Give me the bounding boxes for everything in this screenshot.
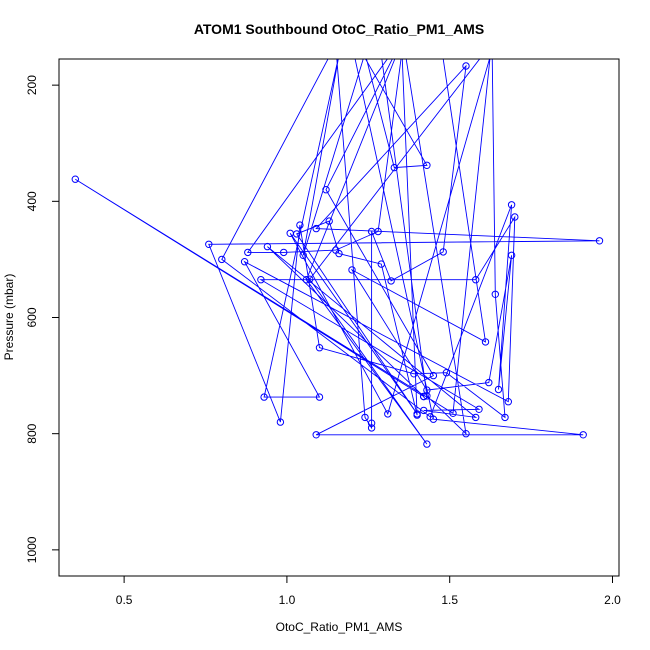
data-point — [377, 260, 385, 268]
y-tick-label: 400 — [25, 191, 39, 211]
data-point — [315, 393, 324, 401]
data-point — [489, 36, 495, 42]
data-point — [475, 405, 483, 413]
data-point — [362, 50, 368, 56]
chart-title: ATOM1 Southbound OtoC_Ratio_PM1_AMS — [194, 21, 484, 37]
data-point — [494, 385, 503, 394]
data-point — [423, 161, 431, 170]
data-point — [240, 258, 249, 266]
data-point — [507, 201, 516, 209]
data-point — [507, 251, 516, 260]
data-point — [410, 370, 418, 378]
y-axis: 200 400 600 800 1000 — [25, 75, 60, 563]
data-point — [276, 418, 285, 426]
data-point — [439, 248, 447, 256]
y-tick-label: 600 — [25, 307, 39, 327]
data-point — [423, 440, 431, 448]
data-point — [299, 251, 307, 260]
data-point — [595, 237, 604, 245]
data-point — [336, 52, 342, 58]
data-point — [429, 415, 438, 423]
data-point — [579, 431, 587, 439]
data-point — [387, 277, 395, 285]
data-point — [491, 290, 499, 298]
data-point — [481, 338, 490, 346]
data-point — [361, 413, 369, 422]
data-point — [390, 163, 398, 172]
data-point — [423, 386, 431, 394]
data-point — [260, 393, 268, 401]
data-point — [333, 41, 339, 47]
data-point — [293, 230, 301, 238]
x-tick-label: 2.0 — [604, 593, 621, 607]
data-point — [205, 240, 213, 249]
data-point — [322, 186, 330, 194]
data-point — [218, 255, 226, 264]
series-group — [71, 36, 604, 448]
data-point — [374, 227, 382, 236]
data-point — [280, 248, 288, 257]
x-axis-label: OtoC_Ratio_PM1_AMS — [276, 620, 403, 634]
data-point — [315, 344, 324, 352]
data-point — [325, 217, 333, 225]
data-point — [420, 406, 428, 415]
data-point — [413, 411, 421, 419]
data-point — [449, 409, 457, 417]
x-axis: 0.5 1.0 1.5 2.0 — [116, 575, 621, 607]
data-point — [312, 224, 320, 233]
y-tick-label: 800 — [25, 423, 39, 443]
data-point — [384, 410, 392, 418]
data-point — [442, 369, 451, 377]
x-tick-label: 1.5 — [441, 593, 458, 607]
y-axis-label: Pressure (mbar) — [2, 274, 16, 361]
data-point — [302, 276, 311, 284]
data-point — [429, 371, 438, 380]
data-point — [485, 378, 493, 387]
data-point — [348, 266, 356, 274]
data-point — [511, 213, 519, 221]
series-line — [75, 59, 600, 445]
data-point — [71, 175, 80, 183]
data-point — [263, 242, 272, 251]
data-point — [462, 430, 470, 438]
data-point — [306, 275, 314, 283]
x-tick-label: 1.0 — [279, 593, 296, 607]
data-point — [296, 221, 304, 229]
data-point — [462, 62, 470, 70]
data-point — [492, 36, 498, 42]
data-point — [501, 413, 509, 422]
x-tick-label: 0.5 — [116, 593, 133, 607]
y-tick-label: 200 — [25, 75, 39, 95]
data-point — [244, 248, 252, 257]
data-point — [335, 249, 343, 258]
data-point — [472, 413, 480, 422]
y-tick-label: 1000 — [25, 536, 39, 563]
data-point — [504, 398, 512, 406]
data-point — [423, 392, 431, 400]
data-point — [312, 431, 320, 439]
data-point — [472, 276, 480, 284]
data-point — [420, 392, 428, 401]
data-point — [367, 424, 376, 432]
data-point — [257, 276, 265, 284]
data-point — [367, 419, 376, 427]
plot-frame — [58, 58, 620, 577]
